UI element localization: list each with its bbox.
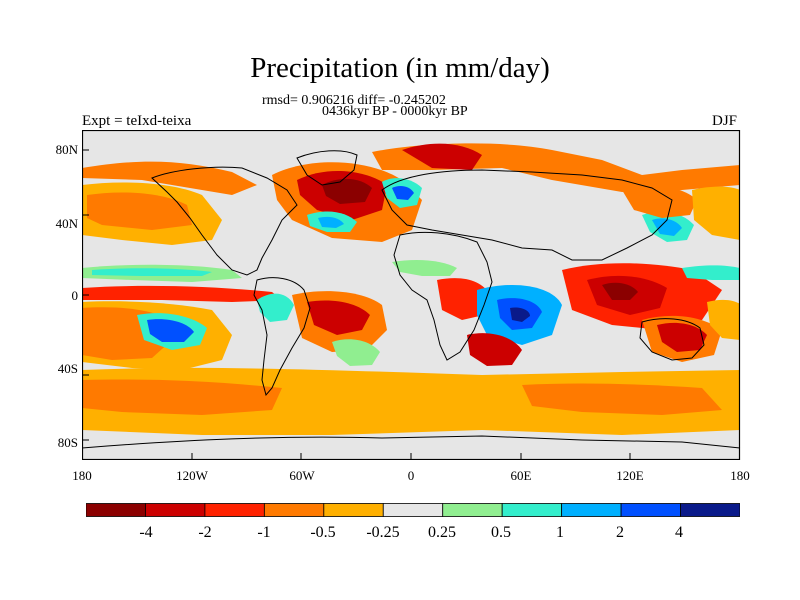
lon-label-180e: 180 xyxy=(730,468,750,483)
anomaly-trop-pacific-wet-core xyxy=(92,268,212,276)
colorbar-box xyxy=(382,503,444,517)
lat-label-80n: 80N xyxy=(55,142,78,157)
colorbar-label: -0.25 xyxy=(366,524,400,541)
anomaly-west-pacific-wet-core xyxy=(652,218,682,236)
lon-label-60e: 60E xyxy=(510,468,532,483)
plot-title: Precipitation (in mm/day) xyxy=(250,52,550,84)
period-line: 0436kyr BP - 0000kyr BP xyxy=(322,104,468,119)
anomaly-australia-core xyxy=(657,322,707,352)
colorbar-label: -1 xyxy=(257,524,271,541)
anomaly-east-pacific-dry xyxy=(707,299,740,340)
colorbar-label: 4 xyxy=(675,524,683,541)
anomaly-atlantic-wet-core xyxy=(318,216,344,228)
anomaly-equatorial-dry xyxy=(82,285,282,302)
lon-label-60w: 60W xyxy=(289,468,315,483)
colorbar-label: 0.25 xyxy=(428,524,456,541)
colorbar-label: -4 xyxy=(139,524,153,541)
anomaly-north-pacific-core xyxy=(87,192,192,230)
season-label: DJF xyxy=(712,113,738,129)
colorbar-label: 2 xyxy=(616,524,624,541)
coast-greenland xyxy=(296,150,358,186)
coast-south-america xyxy=(253,277,311,397)
colorbar-label: 1 xyxy=(556,524,564,541)
colorbar xyxy=(86,503,740,517)
lon-label-180w: 180 xyxy=(72,468,92,483)
colorbar-box xyxy=(680,503,740,517)
colorbar-label: -2 xyxy=(198,524,212,541)
colorbar-box xyxy=(263,503,325,517)
colorbar-box xyxy=(145,503,206,517)
anomaly-south-atlantic-core xyxy=(307,300,370,335)
anomaly-south-atlantic-wet xyxy=(332,339,380,366)
coast-eurasia xyxy=(381,169,673,261)
colorbar-box xyxy=(501,503,563,517)
anomaly-central-africa-dry xyxy=(437,278,490,320)
lat-label-40n: 40N xyxy=(55,216,78,231)
coast-north-america xyxy=(151,166,298,276)
colorbar-box xyxy=(323,503,384,517)
precipitation-map xyxy=(82,130,741,460)
anomaly-arctic-east-core xyxy=(402,143,482,170)
lat-label-40s: 40S xyxy=(57,361,78,376)
anomaly-southern-ocean-core xyxy=(82,379,282,415)
lat-label-80s: 80S xyxy=(57,435,78,450)
lon-label-0: 0 xyxy=(407,468,415,483)
anomaly-maritime-deep xyxy=(602,282,638,300)
colorbar-box xyxy=(86,503,146,517)
colorbar-box xyxy=(204,503,265,517)
colorbar-box xyxy=(620,503,681,517)
stats-line: rmsd= 0.906216 diff= -0.245202 xyxy=(262,93,446,108)
anomaly-equatorial-pacific-wet xyxy=(682,265,740,280)
coast-africa xyxy=(393,231,493,361)
anomaly-nordic-wet-core xyxy=(392,185,414,200)
coast-australia xyxy=(639,318,705,361)
anomaly-arctic xyxy=(82,161,257,195)
anomaly-north-atlantic-deep xyxy=(322,178,372,204)
colorbar-box xyxy=(561,503,622,517)
lon-label-120e: 120E xyxy=(616,468,644,483)
anomaly-southern-ocean-core-east xyxy=(522,383,722,415)
map-ticks xyxy=(82,149,631,460)
anomaly-south-pacific-wet-core xyxy=(147,319,194,342)
anomaly-amazon-wet xyxy=(257,293,294,322)
anomaly-sahel-wet xyxy=(392,260,457,276)
lon-label-120w: 120W xyxy=(176,468,208,483)
lat-label-0: 0 xyxy=(71,288,79,303)
anomaly-north-pacific-east-dry xyxy=(692,186,740,240)
experiment-label: Expt = teIxd-teixa xyxy=(82,113,192,129)
colorbar-label: 0.5 xyxy=(491,524,511,541)
colorbar-label: -0.5 xyxy=(310,524,336,541)
anomaly-indian-ocean-wet-deep xyxy=(510,307,530,322)
coast-antarctica xyxy=(82,435,741,449)
anomaly-southern-africa-dry xyxy=(467,333,522,366)
anomaly-japan-dry xyxy=(622,185,697,218)
colorbar-box xyxy=(442,503,503,517)
coastlines xyxy=(82,150,741,449)
